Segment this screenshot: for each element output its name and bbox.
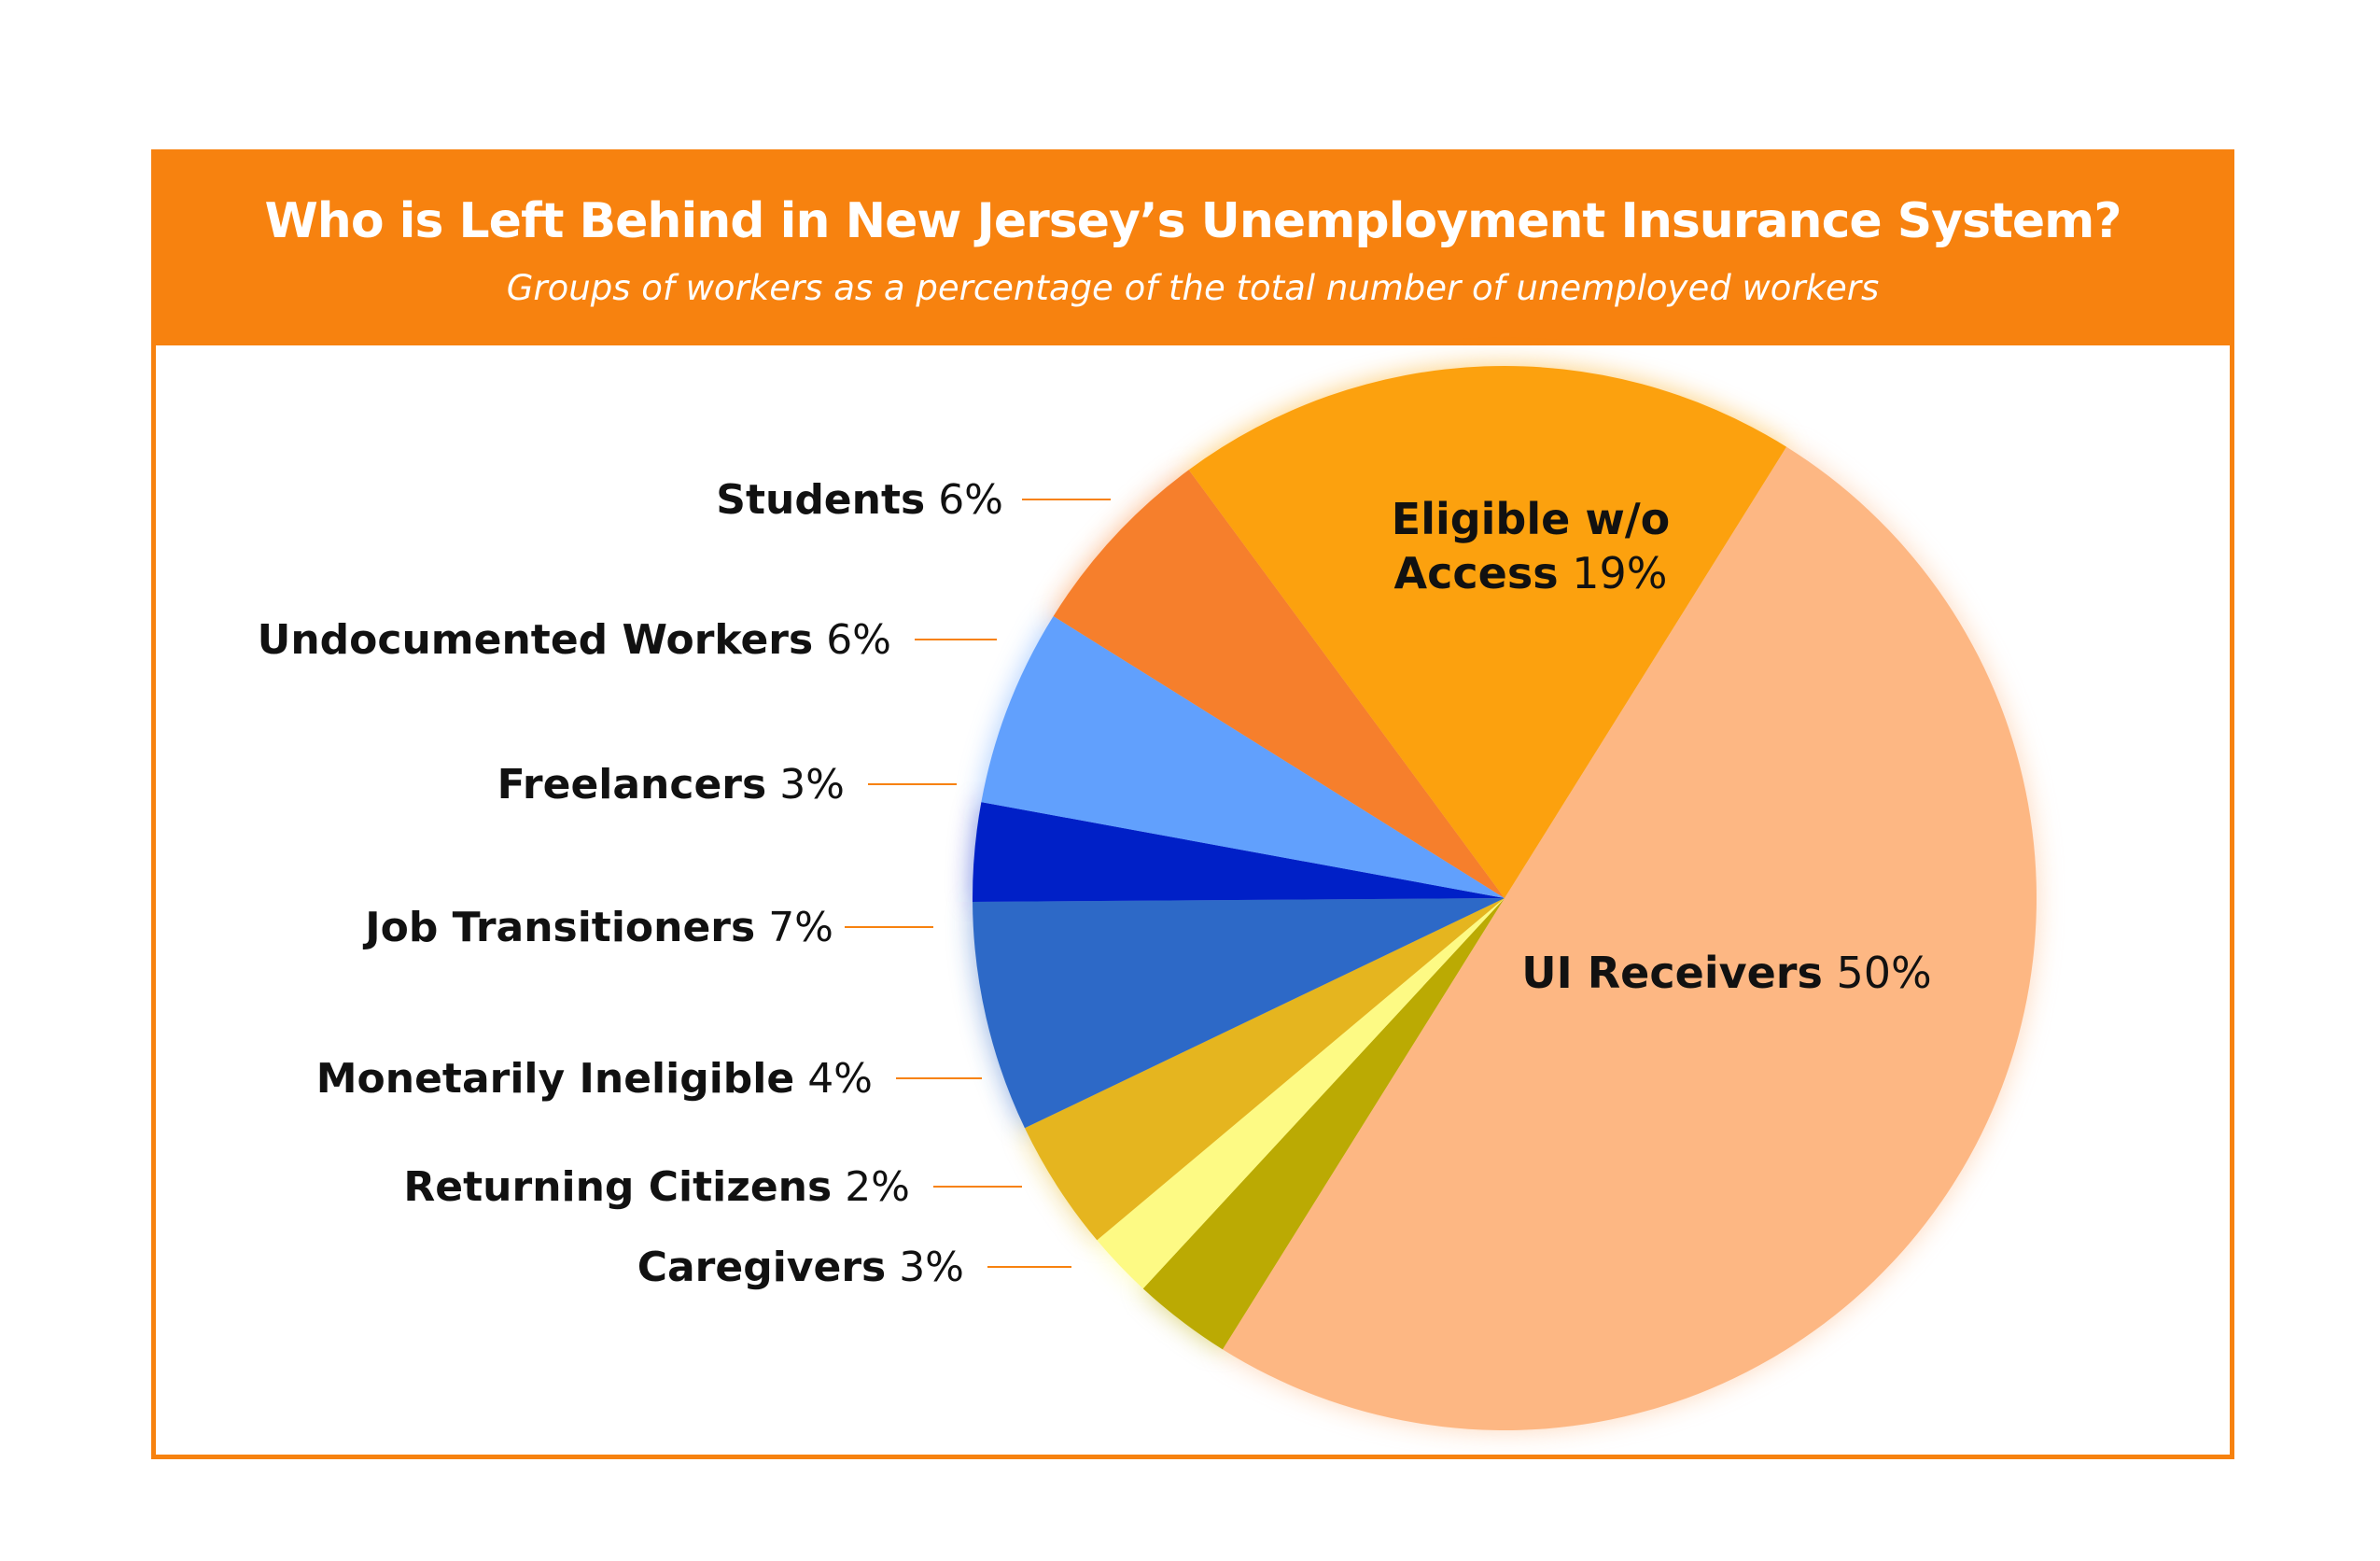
chart-header: Who is Left Behind in New Jersey’s Unemp… bbox=[156, 154, 2230, 345]
slice-label-students: Students 6% bbox=[716, 476, 1003, 524]
slice-label-percent: 3% bbox=[766, 761, 845, 809]
slice-label-eligible-w-o-access: Eligible w/o Access 19% bbox=[1392, 494, 1670, 598]
pie-slice-eligible-w-o-access bbox=[1188, 365, 1787, 898]
slice-label-name: Eligible w/o bbox=[1392, 494, 1670, 544]
slice-label-name: Job Transitioners bbox=[362, 904, 755, 951]
pie-slice-undocumented-workers bbox=[981, 615, 1505, 898]
slice-label-freelancers: Freelancers 3% bbox=[497, 761, 845, 809]
slice-label-name: Undocumented Workers bbox=[258, 616, 814, 664]
slice-label-percent: 6% bbox=[813, 616, 891, 664]
slice-label-job-transitioners: Job Transitioners 7% bbox=[362, 904, 833, 951]
slice-label-percent: 19% bbox=[1559, 548, 1668, 598]
pie-slice-students bbox=[1053, 470, 1505, 898]
slice-label-percent: 3% bbox=[886, 1244, 964, 1291]
slice-label-percent: 6% bbox=[925, 476, 1003, 524]
slice-label-percent: 4% bbox=[794, 1055, 873, 1103]
slice-label-monetarily-ineligible: Monetarily Ineligible 4% bbox=[316, 1055, 873, 1103]
slice-label-name: Monetarily Ineligible bbox=[316, 1055, 794, 1103]
slice-label-percent: 7% bbox=[755, 904, 833, 951]
pie-slice-monetarily-ineligible bbox=[1024, 898, 1505, 1241]
pie-slice-caregivers bbox=[1142, 898, 1505, 1350]
slice-label-percent: 2% bbox=[832, 1163, 910, 1211]
slice-label-name: Returning Citizens bbox=[403, 1163, 832, 1211]
slice-label-name: Students bbox=[716, 476, 925, 524]
slice-label-ui-receivers: UI Receivers 50% bbox=[1521, 948, 1931, 998]
pie-slice-job-transitioners bbox=[973, 898, 1505, 1129]
chart-subtitle: Groups of workers as a percentage of the… bbox=[506, 268, 1880, 308]
pie-slice-returning-citizens bbox=[1097, 898, 1505, 1289]
chart-title: Who is Left Behind in New Jersey’s Unemp… bbox=[264, 193, 2121, 249]
slice-label-caregivers: Caregivers 3% bbox=[637, 1244, 964, 1291]
slice-label-undocumented-workers: Undocumented Workers 6% bbox=[258, 616, 891, 664]
slice-label-name: Freelancers bbox=[497, 761, 767, 809]
slice-label-name: UI Receivers bbox=[1521, 948, 1823, 998]
pie-slice-ui-receivers bbox=[1222, 446, 2037, 1431]
slice-label-returning-citizens: Returning Citizens 2% bbox=[403, 1163, 910, 1211]
slice-label-name: Access bbox=[1394, 548, 1559, 598]
slice-label-percent: 50% bbox=[1823, 948, 1932, 998]
pie-slice-freelancers bbox=[972, 802, 1505, 902]
slice-label-name: Caregivers bbox=[637, 1244, 887, 1291]
